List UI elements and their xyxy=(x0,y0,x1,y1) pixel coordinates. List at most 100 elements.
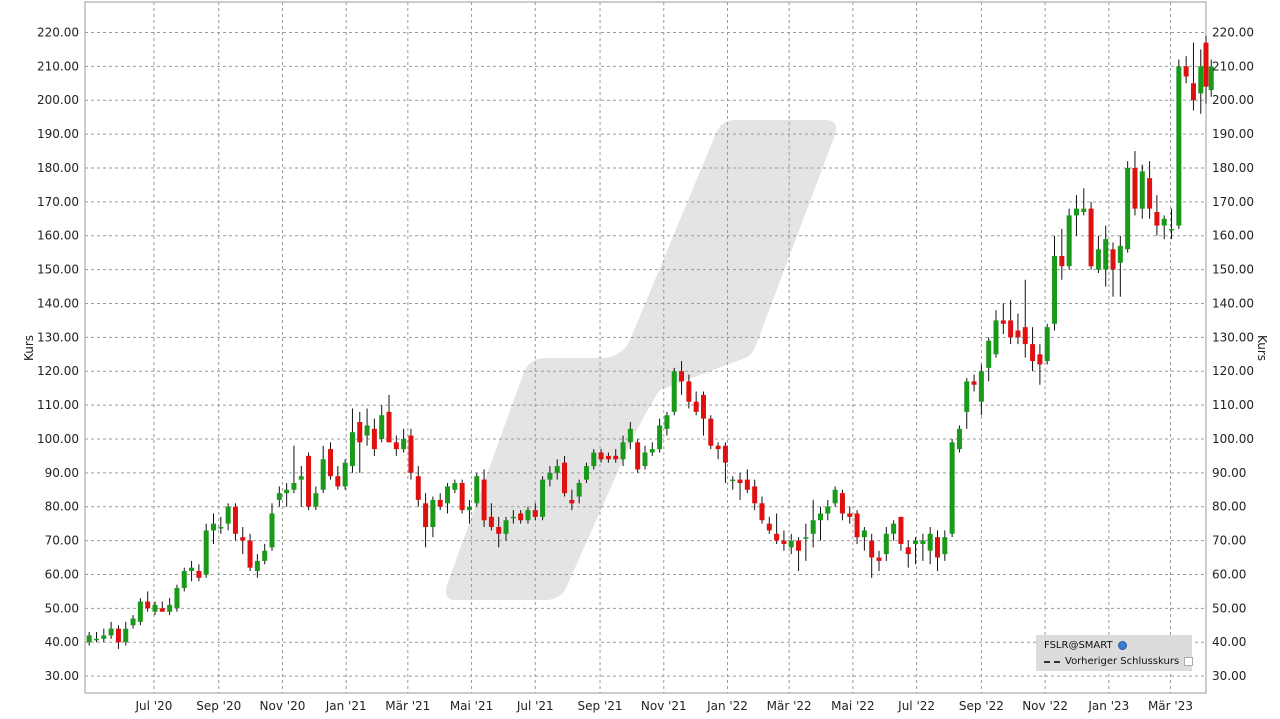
candle xyxy=(1022,279,1028,358)
candle-body xyxy=(891,523,897,534)
candle xyxy=(891,520,897,541)
y-tick-label: 120.00 xyxy=(37,364,79,378)
candle-body xyxy=(481,479,487,521)
candle-body xyxy=(503,520,509,534)
candle-body xyxy=(942,537,948,555)
candle xyxy=(671,367,677,416)
candle-body xyxy=(1022,327,1028,345)
candle-body xyxy=(1088,208,1094,267)
candle-body xyxy=(262,550,268,561)
candle-body xyxy=(452,482,458,490)
candle xyxy=(854,510,860,544)
candle xyxy=(781,530,787,551)
y-tick-label-right: 100.00 xyxy=(1212,432,1254,446)
candle xyxy=(211,513,217,544)
candle xyxy=(167,598,173,616)
candle-body xyxy=(1169,228,1175,231)
candle-body xyxy=(737,479,743,483)
candle xyxy=(1081,188,1087,216)
y-tick-label: 30.00 xyxy=(45,669,79,683)
candle-body xyxy=(635,442,641,470)
candle xyxy=(649,442,655,456)
y-tick-label-right: 150.00 xyxy=(1212,263,1254,277)
candle xyxy=(766,516,772,534)
candle-body xyxy=(1066,215,1072,267)
y-tick-label-right: 190.00 xyxy=(1212,127,1254,141)
candle xyxy=(598,449,604,463)
candle xyxy=(313,486,319,511)
candle xyxy=(1073,195,1079,236)
candle xyxy=(254,554,260,578)
candle-body xyxy=(803,537,809,539)
candle xyxy=(247,533,253,572)
candle-body xyxy=(774,533,780,541)
candle-body xyxy=(1183,66,1189,77)
candle xyxy=(664,411,670,436)
candle-body xyxy=(386,411,392,443)
candle-body xyxy=(189,567,195,572)
globe-icon[interactable] xyxy=(1117,641,1127,650)
candle xyxy=(518,510,524,524)
x-tick-label: Mär '21 xyxy=(385,699,430,713)
candle-body xyxy=(269,513,275,548)
candle-body xyxy=(342,462,348,487)
y-tick-label-right: 80.00 xyxy=(1212,500,1246,514)
candle-body xyxy=(232,506,238,534)
y-tick-label-right: 160.00 xyxy=(1212,229,1254,243)
checkbox-icon[interactable] xyxy=(1184,657,1194,666)
y-tick-label: 40.00 xyxy=(45,635,79,649)
candle-body xyxy=(335,476,341,487)
candle-body xyxy=(744,479,750,490)
candle xyxy=(1037,344,1043,385)
candle xyxy=(642,445,648,470)
candle xyxy=(722,442,728,483)
candle xyxy=(152,601,158,616)
y-axis-title-left: Kurs xyxy=(22,335,36,361)
candle xyxy=(1117,235,1123,297)
candle-body xyxy=(1208,66,1214,91)
candle xyxy=(978,364,984,416)
candle xyxy=(730,476,736,490)
candle-body xyxy=(700,394,706,419)
candle xyxy=(86,632,92,646)
candle xyxy=(1169,208,1175,240)
candle-body xyxy=(913,540,919,544)
candle xyxy=(1110,242,1116,297)
candle xyxy=(174,584,180,612)
candle xyxy=(1190,42,1196,111)
candle xyxy=(788,533,794,555)
candle-body xyxy=(137,601,143,622)
x-tick-label: Jan '21 xyxy=(325,699,367,713)
y-tick-label-right: 110.00 xyxy=(1212,398,1254,412)
candle-body xyxy=(664,415,670,429)
candle xyxy=(898,516,904,551)
y-tick-label: 100.00 xyxy=(37,432,79,446)
y-tick-label: 140.00 xyxy=(37,296,79,310)
candle xyxy=(525,506,531,524)
candle xyxy=(620,435,626,467)
candle xyxy=(145,591,151,612)
candle xyxy=(203,523,209,578)
candle xyxy=(686,374,692,409)
candle-body xyxy=(817,513,823,521)
candle-body xyxy=(430,499,436,528)
candle xyxy=(591,449,597,470)
candle xyxy=(466,499,472,524)
candle xyxy=(1139,164,1145,219)
candle-body xyxy=(349,432,355,467)
candle-body xyxy=(869,540,875,558)
candle-body xyxy=(766,523,772,531)
candle xyxy=(291,445,297,494)
x-tick-label: Nov '20 xyxy=(260,699,306,713)
candle-body xyxy=(752,486,758,504)
candle-body xyxy=(781,540,787,544)
x-tick-label: Jan '23 xyxy=(1087,699,1129,713)
candle-body xyxy=(225,506,231,524)
candle xyxy=(262,543,268,565)
candle xyxy=(423,493,429,548)
candle-body xyxy=(247,540,253,568)
candle-body xyxy=(583,466,589,480)
candle xyxy=(569,489,575,511)
candle xyxy=(986,337,992,382)
